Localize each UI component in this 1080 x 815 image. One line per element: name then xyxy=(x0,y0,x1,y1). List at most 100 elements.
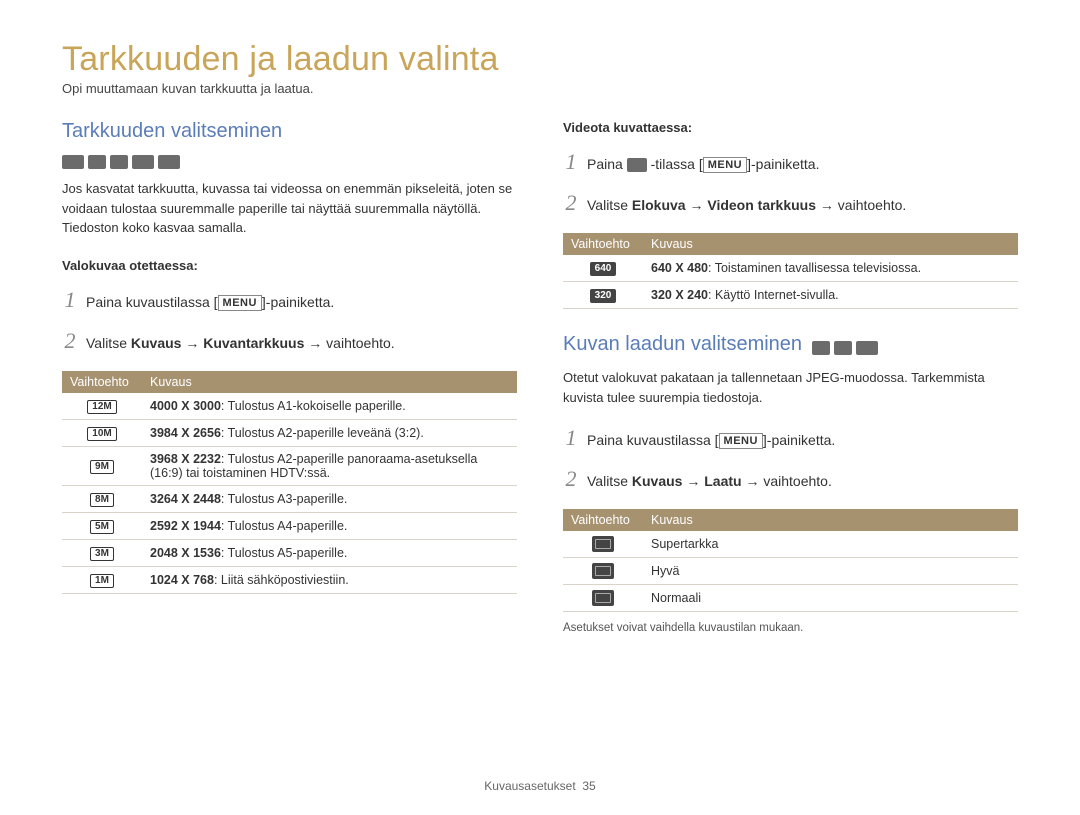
resolution-badge: 640 xyxy=(590,262,617,276)
video-subheading: Videota kuvattaessa: xyxy=(563,120,1018,135)
video-resolution-table: Vaihtoehto Kuvaus 640640 X 480: Toistami… xyxy=(563,233,1018,309)
resolution-badge: 9M xyxy=(90,460,114,474)
smart-icon xyxy=(62,155,84,169)
table-row: 10M 3984 X 2656: Tulostus A2-paperille le… xyxy=(62,419,517,446)
page-title: Tarkkuuden ja laadun valinta xyxy=(62,40,1018,79)
desc-cell: Normaali xyxy=(643,585,1018,612)
resolution-badge: 10M xyxy=(87,427,116,441)
quality-steps: 1 Paina kuvaustilassa [MENU]-painiketta.… xyxy=(563,421,1018,495)
scene-icon xyxy=(856,341,878,355)
option-cell: 9M xyxy=(62,446,142,485)
step: 1 Paina -tilassa [MENU]-painiketta. xyxy=(563,145,1018,178)
table-header: Kuvaus xyxy=(142,371,517,393)
quality-table: Vaihtoehto Kuvaus SupertarkkaHyväNormaal… xyxy=(563,509,1018,612)
option-cell: 8M xyxy=(62,485,142,512)
table-header: Vaihtoehto xyxy=(62,371,142,393)
desc-cell: 3968 X 2232: Tulostus A2-paperille panor… xyxy=(142,446,517,485)
resolution-badge: 1M xyxy=(90,574,114,588)
option-cell: 10M xyxy=(62,419,142,446)
step-text: Paina -tilassa [MENU]-painiketta. xyxy=(587,154,819,175)
table-row: Hyvä xyxy=(563,558,1018,585)
table-row: 9M 3968 X 2232: Tulostus A2-paperille pan… xyxy=(62,446,517,485)
quality-note: Asetukset voivat vaihdella kuvaustilan m… xyxy=(563,622,1018,634)
desc-cell: 2592 X 1944: Tulostus A4-paperille. xyxy=(142,512,517,539)
desc-cell: 3984 X 2656: Tulostus A2-paperille leveä… xyxy=(142,419,517,446)
table-row: 1M 1024 X 768: Liitä sähköpostiviestiin. xyxy=(62,566,517,593)
left-column: Tarkkuuden valitseminen Jos kasvatat tar… xyxy=(62,120,517,634)
option-cell xyxy=(563,558,643,585)
quality-icon xyxy=(592,536,614,552)
option-cell: 1M xyxy=(62,566,142,593)
section-heading-resolution: Tarkkuuden valitseminen xyxy=(62,120,282,143)
mode-icon-row xyxy=(812,341,878,355)
step: 1 Paina kuvaustilassa [MENU]-painiketta. xyxy=(563,421,1018,454)
resolution-badge: 8M xyxy=(90,493,114,507)
right-column: Videota kuvattaessa: 1 Paina -tilassa [M… xyxy=(563,120,1018,634)
step-number: 1 xyxy=(62,283,78,316)
photo-resolution-table: Vaihtoehto Kuvaus 12M 4000 X 3000: Tulost… xyxy=(62,371,517,594)
program-icon xyxy=(88,155,106,169)
desc-cell: 1024 X 768: Liitä sähköpostiviestiin. xyxy=(142,566,517,593)
desc-cell: Hyvä xyxy=(643,558,1018,585)
photo-subheading: Valokuvaa otettaessa: xyxy=(62,258,517,273)
resolution-badge: 12M xyxy=(87,400,116,414)
table-header: Kuvaus xyxy=(643,509,1018,531)
menu-chip: MENU xyxy=(703,157,747,173)
step: 2 Valitse Kuvaus → Laatu → vaihtoehto. xyxy=(563,462,1018,495)
step-text: Valitse Kuvaus → Kuvantarkkuus → vaihtoe… xyxy=(86,333,395,354)
menu-chip: MENU xyxy=(719,433,763,449)
intro-text: Opi muuttamaan kuvan tarkkuutta ja laatu… xyxy=(62,81,1018,96)
desc-cell: 3264 X 2448: Tulostus A3-paperille. xyxy=(142,485,517,512)
resolution-badge: 5M xyxy=(90,520,114,534)
step-text: Paina kuvaustilassa [MENU]-painiketta. xyxy=(86,292,334,313)
table-header: Vaihtoehto xyxy=(563,233,643,255)
step-text: Valitse Elokuva → Videon tarkkuus → vaih… xyxy=(587,195,906,216)
step-number: 1 xyxy=(563,145,579,178)
movie-icon xyxy=(158,155,180,169)
resolution-badge: 3M xyxy=(90,547,114,561)
dis-icon xyxy=(110,155,128,169)
table-row: 5M 2592 X 1944: Tulostus A4-paperille. xyxy=(62,512,517,539)
desc-cell: 320 X 240: Käyttö Internet-sivulla. xyxy=(643,282,1018,309)
resolution-body: Jos kasvatat tarkkuutta, kuvassa tai vid… xyxy=(62,179,517,238)
menu-chip: MENU xyxy=(218,295,262,311)
option-cell: 12M xyxy=(62,393,142,420)
scene-icon xyxy=(132,155,154,169)
step-text: Valitse Kuvaus → Laatu → vaihtoehto. xyxy=(587,471,832,492)
desc-cell: 2048 X 1536: Tulostus A5-paperille. xyxy=(142,539,517,566)
manual-page: Tarkkuuden ja laadun valinta Opi muuttam… xyxy=(0,0,1080,815)
desc-cell: Supertarkka xyxy=(643,531,1018,558)
step-text: Paina kuvaustilassa [MENU]-painiketta. xyxy=(587,430,835,451)
quality-icon xyxy=(592,590,614,606)
section-heading-quality: Kuvan laadun valitseminen xyxy=(563,333,802,356)
page-footer: Kuvausasetukset 35 xyxy=(0,779,1080,793)
desc-cell: 4000 X 3000: Tulostus A1-kokoiselle pape… xyxy=(142,393,517,420)
quality-body: Otetut valokuvat pakataan ja tallennetaa… xyxy=(563,368,1018,407)
table-row: 320320 X 240: Käyttö Internet-sivulla. xyxy=(563,282,1018,309)
option-cell xyxy=(563,585,643,612)
movie-mode-icon xyxy=(627,158,647,172)
option-cell: 3M xyxy=(62,539,142,566)
option-cell: 5M xyxy=(62,512,142,539)
option-cell: 320 xyxy=(563,282,643,309)
video-steps: 1 Paina -tilassa [MENU]-painiketta. 2 Va… xyxy=(563,145,1018,219)
table-row: 8M 3264 X 2448: Tulostus A3-paperille. xyxy=(62,485,517,512)
table-row: Supertarkka xyxy=(563,531,1018,558)
step-number: 2 xyxy=(563,186,579,219)
step-number: 1 xyxy=(563,421,579,454)
dis-icon xyxy=(834,341,852,355)
table-row: Normaali xyxy=(563,585,1018,612)
step-number: 2 xyxy=(62,324,78,357)
step: 2 Valitse Elokuva → Videon tarkkuus → va… xyxy=(563,186,1018,219)
table-header: Vaihtoehto xyxy=(563,509,643,531)
step: 2 Valitse Kuvaus → Kuvantarkkuus → vaiht… xyxy=(62,324,517,357)
step-number: 2 xyxy=(563,462,579,495)
table-row: 12M 4000 X 3000: Tulostus A1-kokoiselle p… xyxy=(62,393,517,420)
program-icon xyxy=(812,341,830,355)
table-row: 3M 2048 X 1536: Tulostus A5-paperille. xyxy=(62,539,517,566)
mode-icon-row xyxy=(62,155,517,169)
option-cell: 640 xyxy=(563,255,643,282)
option-cell xyxy=(563,531,643,558)
quality-icon xyxy=(592,563,614,579)
columns: Tarkkuuden valitseminen Jos kasvatat tar… xyxy=(62,120,1018,634)
